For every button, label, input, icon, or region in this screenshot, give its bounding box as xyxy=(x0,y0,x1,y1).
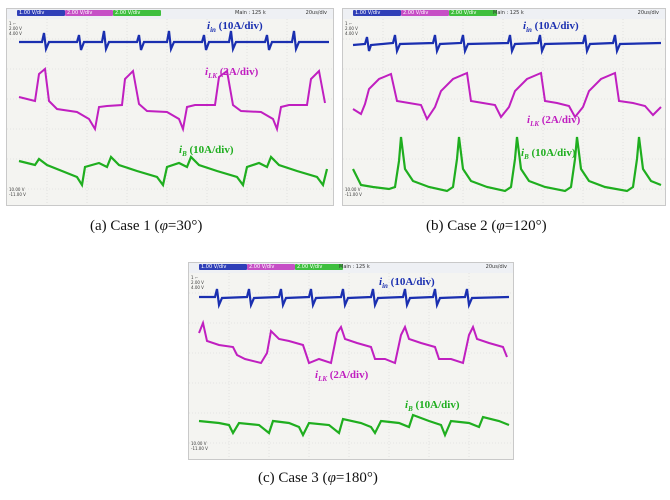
waveform-iin-c xyxy=(199,288,510,310)
waveform-ilk-b xyxy=(352,71,662,122)
ch1-tag: 1.00 V/div xyxy=(17,10,65,16)
waveform-ilk-a xyxy=(18,67,326,133)
ch3-tag: 2.00 V/div xyxy=(113,10,161,16)
ch1-tag: 1.00 V/div xyxy=(353,10,401,16)
ch2-tag: 2.00 V/div xyxy=(401,10,449,16)
timebase-readout: 20us/div xyxy=(637,10,659,16)
caption-a: (a) Case 1 (φ=30°) xyxy=(90,218,203,234)
sidebar-readout: 1 ⌐ 2.00 V 4.00 V xyxy=(191,275,204,290)
grid-c xyxy=(189,273,513,459)
label-ib-c: iB (10A/div) xyxy=(405,399,460,414)
waveform-ib-a xyxy=(18,155,329,189)
scope-header-c: 1.00 V/div 2.00 V/div 2.00 V/div Main : … xyxy=(189,263,513,273)
label-ib-a: iB (10A/div) xyxy=(179,144,234,159)
ch2-tag: 2.00 V/div xyxy=(65,10,113,16)
label-iin-c: iin (10A/div) xyxy=(379,276,435,291)
label-iin-b: iin (10A/div) xyxy=(523,20,579,35)
grid-a xyxy=(7,19,333,205)
waveform-iin-b xyxy=(352,34,662,56)
scope-panel-c: 1.00 V/div 2.00 V/div 2.00 V/div Main : … xyxy=(188,262,514,460)
label-ib-b: iB (10A/div) xyxy=(521,147,576,162)
waveform-plot-c xyxy=(189,273,513,459)
waveform-ib-c xyxy=(198,413,510,438)
scope-header-a: 1.00 V/div 2.00 V/div 2.00 V/div Main : … xyxy=(7,9,333,19)
waveform-ilk-c xyxy=(198,319,508,365)
sidebar-readout: 1 ⌐ 2.00 V 4.00 V xyxy=(345,21,358,36)
scope-panel-b: 1.00 V/div 2.00 V/div 2.00 V/div Main : … xyxy=(342,8,666,206)
caption-c: (c) Case 3 (φ=180°) xyxy=(258,470,378,486)
label-ilk-b: iLK (2A/div) xyxy=(527,114,581,129)
sidebar-readout: 1 ⌐ 2.00 V 4.00 V xyxy=(9,21,22,36)
ch3-tag: 2.00 V/div xyxy=(449,10,497,16)
ch3-tag: 2.00 V/div xyxy=(295,264,343,270)
sidebar-readout-bottom: 10.00 V -11.00 V xyxy=(345,187,362,197)
sidebar-readout-bottom: 10.00 V -11.00 V xyxy=(9,187,26,197)
timebase-readout: 20us/div xyxy=(485,264,507,270)
scope-panel-a: 1.00 V/div 2.00 V/div 2.00 V/div Main : … xyxy=(6,8,334,206)
ch2-tag: 2.00 V/div xyxy=(247,264,295,270)
mode-readout: Main : 125 k xyxy=(235,10,266,16)
waveform-plot-b xyxy=(343,19,665,205)
waveform-iin-a xyxy=(19,30,329,54)
waveform-ib-b xyxy=(352,136,662,193)
mode-readout: Main : 125 k xyxy=(493,10,524,16)
caption-b: (b) Case 2 (φ=120°) xyxy=(426,218,547,234)
waveform-plot-a xyxy=(7,19,333,205)
label-ilk-c: iLK (2A/div) xyxy=(315,369,369,384)
label-ilk-a: iLK (2A/div) xyxy=(205,66,259,81)
mode-readout: Main : 125 k xyxy=(339,264,370,270)
scope-header-b: 1.00 V/div 2.00 V/div 2.00 V/div Main : … xyxy=(343,9,665,19)
label-iin-a: iin (10A/div) xyxy=(207,20,263,35)
timebase-readout: 20us/div xyxy=(305,10,327,16)
sidebar-readout-bottom: 10.00 V -11.00 V xyxy=(191,441,208,451)
ch1-tag: 1.00 V/div xyxy=(199,264,247,270)
